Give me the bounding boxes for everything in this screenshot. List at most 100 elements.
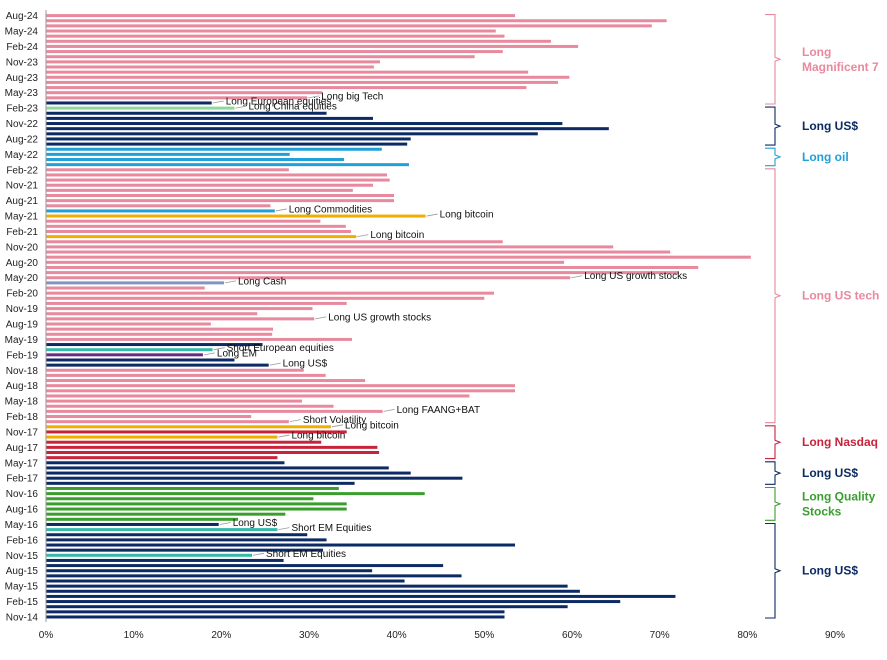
bar-oct-16 [46, 497, 314, 501]
y-tick-label: Aug-18 [6, 381, 39, 392]
bar-sep-21 [46, 194, 395, 197]
y-tick-label: Aug-22 [6, 134, 39, 145]
y-tick-label: Aug-24 [6, 11, 39, 22]
bar-feb-18 [46, 415, 252, 419]
y-tick-label: Feb-21 [6, 227, 38, 238]
annotation-leader-line [224, 280, 237, 284]
bar-aug-20 [46, 260, 565, 264]
group-label: Long US$ [802, 564, 858, 578]
bar-dec-15 [46, 548, 324, 552]
bar-jun-24 [46, 24, 652, 28]
group-bracket [765, 147, 782, 167]
bar-dec-22 [46, 116, 373, 120]
bar-apr-18 [46, 404, 334, 408]
bar-may-20 [46, 276, 571, 280]
annotation-label: Long US growth stocks [584, 271, 687, 282]
group-label: Long US tech [802, 289, 879, 303]
group-bracket [765, 106, 782, 146]
group-label: Long oil [802, 150, 849, 164]
bar-nov-18 [46, 368, 304, 372]
bar-oct-23 [46, 65, 374, 69]
bar-sep-23 [46, 70, 529, 74]
y-tick-label: Feb-20 [6, 289, 38, 300]
bar-jul-15 [46, 574, 462, 578]
bar-apr-19 [46, 343, 263, 347]
y-tick-label: Nov-18 [6, 366, 39, 377]
bar-dec-18 [46, 363, 269, 367]
bar-mar-17 [46, 471, 411, 475]
bar-oct-20 [46, 250, 671, 254]
annotation-label: Long US growth stocks [328, 312, 431, 323]
x-tick-label: 70% [650, 630, 670, 641]
bar-apr-24 [46, 34, 505, 38]
annotation-label: Short European equities [227, 343, 334, 354]
bars-layer [46, 14, 751, 619]
bar-aug-18 [46, 384, 516, 388]
annotation-leader-line [308, 95, 320, 99]
x-tick-label: 30% [299, 630, 319, 641]
group-bracket [765, 461, 782, 485]
bar-aug-23 [46, 75, 570, 79]
bar-apr-20 [46, 281, 224, 285]
y-tick-label: Nov-15 [6, 551, 39, 562]
group-label: Long US$ [802, 119, 858, 133]
y-tick-label: Feb-24 [6, 42, 38, 53]
bar-mar-24 [46, 39, 551, 43]
annotation-label: Long EM [217, 348, 257, 359]
bar-sep-17 [46, 440, 322, 444]
x-tick-labels: 0% 10% 20% 30% 40% 50% 60% 70% 80% 90% [39, 630, 845, 641]
annotation-leader-line [331, 424, 343, 428]
y-tick-label: Aug-17 [6, 443, 39, 454]
annotation-leader-line [383, 408, 395, 412]
bar-dec-19 [46, 301, 347, 305]
bar-aug-22 [46, 137, 411, 141]
bar-mar-21 [46, 224, 346, 228]
group-bracket [765, 425, 782, 460]
y-tick-label: Aug-15 [6, 566, 39, 577]
annotation-label: Long European equities [226, 96, 332, 107]
y-tick-label: Feb-18 [6, 412, 38, 423]
bar-jan-17 [46, 481, 355, 485]
group-label: Long Nasdaq [802, 435, 878, 449]
bar-feb-15 [46, 600, 621, 604]
y-tick-label: Aug-20 [6, 258, 39, 269]
y-tick-label: May-17 [5, 458, 39, 469]
bar-may-22 [46, 152, 290, 156]
y-tick-label: May-22 [5, 150, 39, 161]
bar-sep-20 [46, 255, 751, 259]
bar-feb-19 [46, 353, 203, 357]
y-tick-label: Nov-20 [6, 242, 39, 253]
bar-mar-19 [46, 348, 213, 352]
bar-nov-23 [46, 60, 381, 64]
y-tick-label: Nov-17 [6, 427, 39, 438]
annotation-leader-line [212, 100, 224, 104]
annotation-label: Long Commodities [289, 204, 372, 215]
bar-mar-20 [46, 286, 205, 290]
y-tick-label: Nov-14 [6, 612, 39, 623]
bar-jan-16 [46, 543, 516, 547]
bar-feb-22 [46, 168, 289, 172]
group-bracket [765, 486, 782, 521]
x-tick-label: 50% [474, 630, 494, 641]
bar-nov-16 [46, 492, 425, 496]
bar-jul-20 [46, 265, 699, 269]
y-tick-label: May-24 [5, 27, 39, 38]
bar-oct-21 [46, 188, 353, 192]
bar-jul-18 [46, 389, 516, 393]
annotation-label: Long bitcoin [345, 420, 399, 431]
annotation-leader-line [426, 213, 438, 217]
bar-dec-23 [46, 55, 475, 59]
y-tick-label: Feb-15 [6, 597, 38, 608]
annotation-label: Short EM Equities [291, 523, 371, 534]
y-tick-label: Nov-19 [6, 304, 39, 315]
annotation-leader-line [213, 347, 225, 351]
y-tick-label: May-15 [5, 582, 39, 593]
bar-jan-18 [46, 420, 289, 424]
group-label: Long [802, 45, 831, 59]
bar-jun-17 [46, 456, 278, 460]
annotation-label: Long China equities [248, 102, 336, 113]
bar-sep-15 [46, 564, 444, 568]
bar-apr-23 [46, 96, 308, 100]
